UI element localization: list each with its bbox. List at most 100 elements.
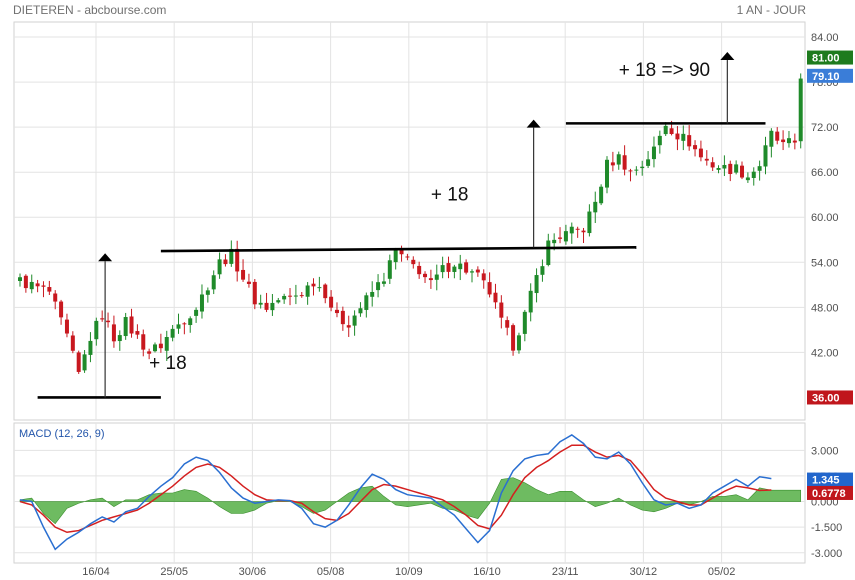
candlesticks xyxy=(18,73,803,374)
candle-body xyxy=(622,155,627,170)
candle-body xyxy=(229,248,234,264)
candle-body xyxy=(745,177,750,181)
candle-body xyxy=(587,211,592,234)
price-panel xyxy=(13,21,806,421)
candle-body xyxy=(469,271,474,273)
candle-body xyxy=(569,226,574,234)
candle-body xyxy=(41,285,46,287)
candle-body xyxy=(628,170,633,172)
candle-body xyxy=(23,275,28,289)
candle-body xyxy=(640,166,645,169)
candle-body xyxy=(305,285,310,297)
price-tag-high xyxy=(807,50,853,65)
candle-body xyxy=(111,324,116,342)
chart-period-label: 1 AN - JOUR xyxy=(737,3,807,17)
arrow-head xyxy=(98,253,113,262)
candle-body xyxy=(792,140,797,143)
candle-body xyxy=(199,294,204,312)
candle-body xyxy=(288,295,293,297)
candle-body xyxy=(446,263,451,272)
candle-body xyxy=(393,249,398,263)
candle-body xyxy=(170,328,175,338)
candle-body xyxy=(687,135,692,147)
candle-body xyxy=(681,133,686,141)
candle-body xyxy=(728,163,733,174)
arrow-head xyxy=(720,52,735,61)
candle-body xyxy=(70,335,75,351)
candle-body xyxy=(323,284,328,299)
candle-body xyxy=(558,237,563,239)
candle-body xyxy=(334,309,339,314)
candle-body xyxy=(282,295,287,300)
candle-body xyxy=(493,292,498,303)
candle-body xyxy=(763,145,768,167)
arrow-head xyxy=(526,119,541,128)
x-tick-label: 05/08 xyxy=(317,566,345,578)
candle-body xyxy=(346,325,351,328)
candle-body xyxy=(546,240,551,265)
candle-body xyxy=(53,293,58,302)
candle-body xyxy=(94,320,99,340)
candle-body xyxy=(129,316,134,334)
candle-body xyxy=(411,259,416,265)
price-tag-last xyxy=(807,68,853,83)
price-tag-low xyxy=(807,390,853,405)
chart-source-title: DIETEREN - abcbourse.com xyxy=(13,3,166,17)
candle-body xyxy=(722,164,727,169)
candle-body xyxy=(100,318,105,320)
x-tick-label: 05/02 xyxy=(708,566,736,578)
x-tick-label: 10/09 xyxy=(395,566,423,578)
x-tick-label: 25/05 xyxy=(160,566,188,578)
candle-body xyxy=(798,78,803,142)
price-tick-label: 66.00 xyxy=(811,167,839,179)
candle-body xyxy=(264,302,269,310)
candle-body xyxy=(205,290,210,295)
candle-body xyxy=(29,281,34,290)
candle-body xyxy=(499,302,504,318)
candle-body xyxy=(399,248,404,255)
candle-body xyxy=(634,169,639,171)
candle-body xyxy=(311,283,316,287)
candle-body xyxy=(188,318,193,326)
candle-body xyxy=(211,275,216,290)
candle-body xyxy=(740,165,745,178)
macd-line xyxy=(19,434,772,551)
candle-body xyxy=(505,320,510,328)
candle-body xyxy=(663,125,668,135)
macd-tag-value xyxy=(807,472,853,487)
candle-body xyxy=(781,139,786,143)
candle-body xyxy=(223,259,228,265)
candle-body xyxy=(258,302,263,305)
price-tick-label: 48.00 xyxy=(811,302,839,314)
candle-body xyxy=(610,162,615,166)
candle-body xyxy=(540,266,545,275)
candle-body xyxy=(534,275,539,294)
candle-body xyxy=(751,171,756,178)
price-tag-high-text: 81.00 xyxy=(812,53,840,65)
macd-tag-value-text: 1.345 xyxy=(812,475,840,487)
candle-body xyxy=(575,228,580,230)
candle-body xyxy=(217,259,222,275)
grid xyxy=(14,22,805,563)
candle-body xyxy=(153,344,158,352)
projection-annotation: + 18 xyxy=(149,353,187,374)
candle-body xyxy=(593,201,598,213)
candle-body xyxy=(117,335,122,342)
candle-body xyxy=(716,167,721,170)
candle-body xyxy=(769,130,774,147)
candle-body xyxy=(616,154,621,165)
candle-body xyxy=(376,282,381,291)
candle-body xyxy=(511,325,516,351)
candle-body xyxy=(651,146,656,160)
price-tick-label: 72.00 xyxy=(811,122,839,134)
price-tick-label: 54.00 xyxy=(811,257,839,269)
candle-body xyxy=(106,320,111,323)
candle-body xyxy=(340,310,345,325)
candle-body xyxy=(757,166,762,171)
candle-body xyxy=(88,340,93,355)
candle-body xyxy=(387,260,392,279)
candle-body xyxy=(381,281,386,284)
candle-body xyxy=(158,343,163,349)
macd-tick-label: 3.000 xyxy=(811,445,839,457)
candle-body xyxy=(552,239,557,244)
